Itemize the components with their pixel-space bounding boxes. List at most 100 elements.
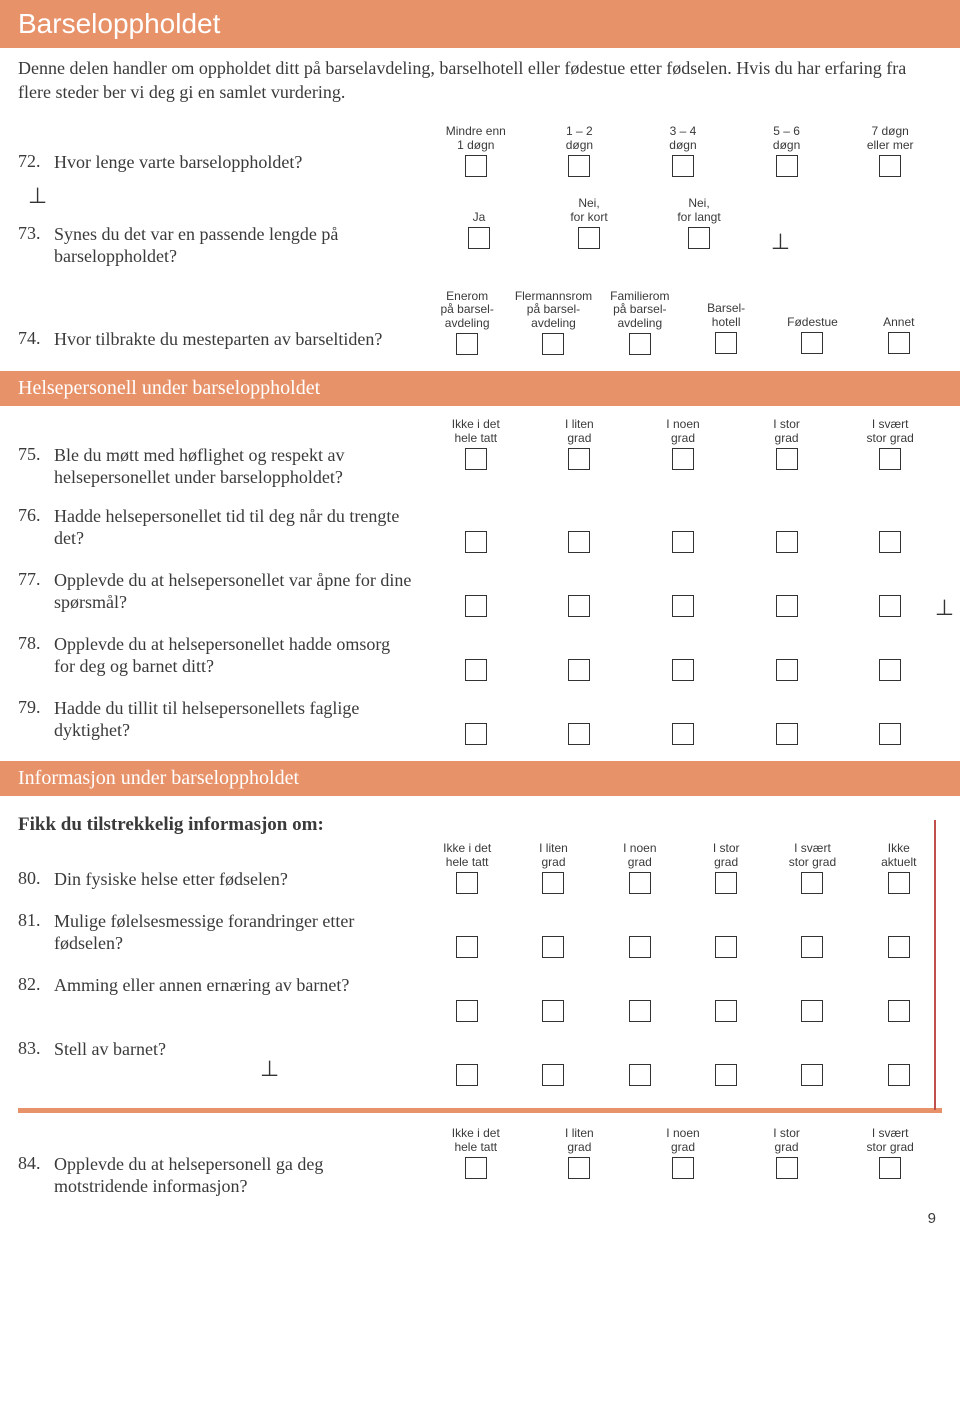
q76-opt4-box[interactable] [879, 531, 901, 553]
scale5-2b: I noen grad [666, 1127, 699, 1155]
q82-opt4-box[interactable] [801, 1000, 823, 1022]
q83-opt2-box[interactable] [629, 1064, 651, 1086]
q76-opt1-box[interactable] [568, 531, 590, 553]
q74-opt3-label: Barsel- hotell [707, 290, 745, 330]
q74-opt0-box[interactable] [456, 333, 478, 355]
q73-opt2-box[interactable] [688, 227, 710, 249]
q82-opt2-box[interactable] [629, 1000, 651, 1022]
q78-options: x x x x x [424, 629, 942, 681]
q74-opt1-label: Flermannsrom på barsel- avdeling [515, 290, 592, 331]
q79-opt2-box[interactable] [672, 723, 694, 745]
q83-opt1-box[interactable] [542, 1064, 564, 1086]
q75-opt0-box[interactable] [465, 448, 487, 470]
q74-opt1-box[interactable] [542, 333, 564, 355]
q82-opt0-box[interactable] [456, 1000, 478, 1022]
q75-opt3-box[interactable] [776, 448, 798, 470]
q82-opt5-box[interactable] [888, 1000, 910, 1022]
q75-opt2-box[interactable] [672, 448, 694, 470]
q78-opt1-box[interactable] [568, 659, 590, 681]
q77-opt0-box[interactable] [465, 595, 487, 617]
q74-opt4-box[interactable] [801, 332, 823, 354]
q72-text: Hvor lenge varte barseloppholdet? [54, 125, 424, 174]
q79-opt0-box[interactable] [465, 723, 487, 745]
q77-opt4-box[interactable] [879, 595, 901, 617]
question-82: 82. Amming eller annen ernæring av barne… [0, 964, 960, 1028]
q76-opt3-box[interactable] [776, 531, 798, 553]
scale6-1: I liten grad [539, 842, 568, 870]
q74-opt3-box[interactable] [715, 332, 737, 354]
q76-text: Hadde helsepersonellet tid til deg når d… [54, 501, 424, 550]
q84-opt0-box[interactable] [465, 1157, 487, 1179]
q81-num: 81. [18, 906, 54, 931]
q72-opt1-box[interactable] [568, 155, 590, 177]
q80-opt1-box[interactable] [542, 872, 564, 894]
q72-opt1-label: 1 – 2 døgn [566, 125, 593, 153]
q78-opt2-box[interactable] [672, 659, 694, 681]
question-79: 79. Hadde du tillit til helsepersonellet… [0, 687, 960, 751]
q74-text: Hvor tilbrakte du mesteparten av barselt… [54, 290, 424, 351]
page-number: 9 [0, 1204, 960, 1237]
q81-opt2-box[interactable] [629, 936, 651, 958]
question-72: 72. Hvor lenge varte barseloppholdet? Mi… [0, 119, 960, 183]
q76-opt0-box[interactable] [465, 531, 487, 553]
q80-opt3-box[interactable] [715, 872, 737, 894]
q77-opt3-box[interactable] [776, 595, 798, 617]
q81-opt4-box[interactable] [801, 936, 823, 958]
q72-opt4-label: 7 døgn eller mer [867, 125, 914, 153]
question-77: 77. Opplevde du at helsepersonellet var … [0, 559, 960, 623]
q79-opt1-box[interactable] [568, 723, 590, 745]
question-75: 75. Ble du møtt med høflighet og respekt… [0, 412, 960, 495]
q84-opt1-box[interactable] [568, 1157, 590, 1179]
q80-opt4-box[interactable] [801, 872, 823, 894]
q82-num: 82. [18, 970, 54, 995]
q84-opt2-box[interactable] [672, 1157, 694, 1179]
q75-opt1-box[interactable] [568, 448, 590, 470]
q77-opt2-box[interactable] [672, 595, 694, 617]
q77-opt1-box[interactable] [568, 595, 590, 617]
q84-text: Opplevde du at helsepersonell ga deg mot… [54, 1127, 424, 1198]
q82-text: Amming eller annen ernæring av barnet? [54, 970, 424, 997]
q73-opt1-box[interactable] [578, 227, 600, 249]
question-74: 74. Hvor tilbrakte du mesteparten av bar… [0, 284, 960, 361]
scale6-3: I stor grad [713, 842, 740, 870]
q83-opt3-box[interactable] [715, 1064, 737, 1086]
q79-options: x x x x x [424, 693, 942, 745]
q83-opt4-box[interactable] [801, 1064, 823, 1086]
q72-opt4-box[interactable] [879, 155, 901, 177]
scale5-3b: I stor grad [773, 1127, 800, 1155]
q76-options: x x x x x [424, 501, 942, 553]
q83-opt5-box[interactable] [888, 1064, 910, 1086]
q79-opt3-box[interactable] [776, 723, 798, 745]
q81-opt1-box[interactable] [542, 936, 564, 958]
q83-opt0-box[interactable] [456, 1064, 478, 1086]
q76-opt2-box[interactable] [672, 531, 694, 553]
q84-opt3-box[interactable] [776, 1157, 798, 1179]
q74-opt2-box[interactable] [629, 333, 651, 355]
q82-options: x x x x x x [424, 970, 942, 1022]
scale6-0: Ikke i det hele tatt [443, 842, 491, 870]
q81-opt0-box[interactable] [456, 936, 478, 958]
q75-opt4-box[interactable] [879, 448, 901, 470]
scale6-2: I noen grad [623, 842, 656, 870]
q78-opt4-box[interactable] [879, 659, 901, 681]
q78-opt3-box[interactable] [776, 659, 798, 681]
q78-opt0-box[interactable] [465, 659, 487, 681]
q82-opt3-box[interactable] [715, 1000, 737, 1022]
q82-opt1-box[interactable] [542, 1000, 564, 1022]
q73-opt0-box[interactable] [468, 227, 490, 249]
horizontal-rule [18, 1108, 942, 1113]
question-73: ⊥ 73. Synes du det var en passende lengd… [0, 191, 960, 274]
q80-opt2-box[interactable] [629, 872, 651, 894]
q72-opt2-box[interactable] [672, 155, 694, 177]
q74-opt5-box[interactable] [888, 332, 910, 354]
q81-opt5-box[interactable] [888, 936, 910, 958]
q73-opt2-label: Nei, for langt [677, 197, 720, 225]
q80-opt5-box[interactable] [888, 872, 910, 894]
q72-opt0-box[interactable] [465, 155, 487, 177]
q84-opt4-box[interactable] [879, 1157, 901, 1179]
q72-opt3-box[interactable] [776, 155, 798, 177]
page-header: Barseloppholdet [0, 0, 960, 48]
q80-opt0-box[interactable] [456, 872, 478, 894]
q81-opt3-box[interactable] [715, 936, 737, 958]
q79-opt4-box[interactable] [879, 723, 901, 745]
